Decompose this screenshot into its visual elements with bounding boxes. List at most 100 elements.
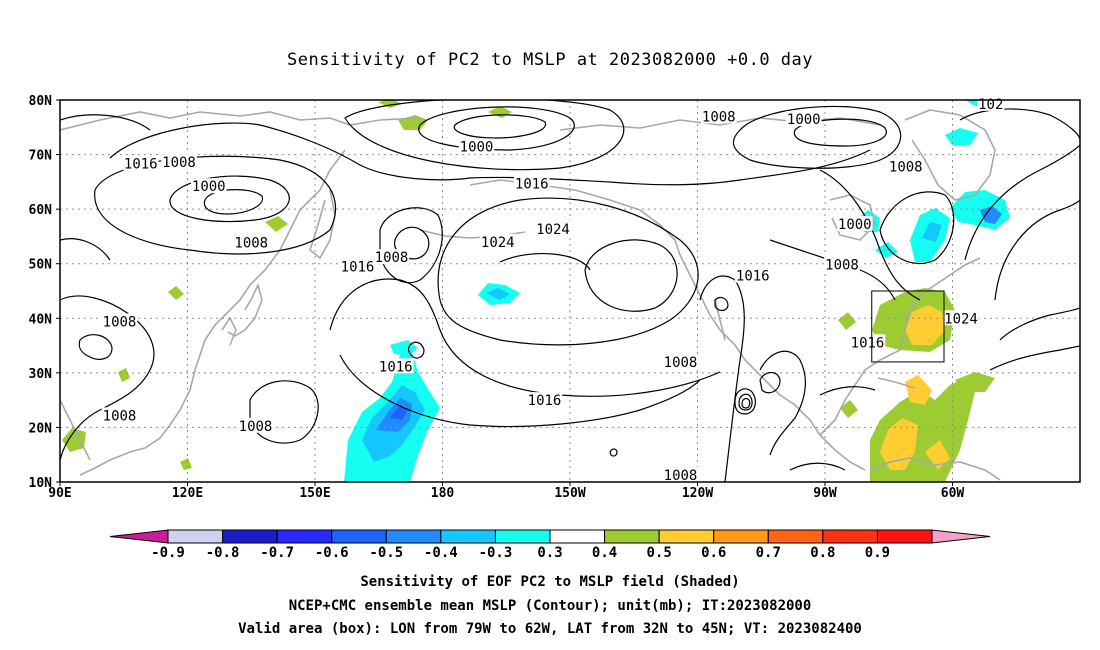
isobar-label: 1016 bbox=[528, 393, 562, 409]
isobar-label: 1000 bbox=[192, 179, 226, 195]
contour-1016-gulf bbox=[819, 386, 876, 396]
coast-kamchatka bbox=[309, 189, 336, 260]
isobar-label: 1024 bbox=[944, 311, 978, 327]
isobar-label: 1008 bbox=[103, 408, 137, 424]
isobar-label: 1008 bbox=[234, 235, 268, 251]
colorbar-label: 0.8 bbox=[810, 545, 835, 561]
isobar-label: 1008 bbox=[702, 109, 736, 125]
colorbar bbox=[109, 529, 991, 544]
colorbar-low-cap bbox=[109, 529, 169, 544]
coast-central-america bbox=[819, 434, 866, 471]
contour-1016-central-pacific-loop bbox=[408, 341, 425, 359]
contour-1016-pacific-arc bbox=[109, 122, 871, 186]
colorbar-label: -0.4 bbox=[424, 545, 458, 561]
caption-shading: Sensitivity of EOF PC2 to MSLP field (Sh… bbox=[360, 574, 740, 590]
contour-hurricane-3 bbox=[741, 398, 751, 409]
coast-japan bbox=[227, 282, 263, 337]
isobar-label-bg bbox=[535, 220, 571, 236]
isobar-label: 1008 bbox=[239, 419, 273, 435]
contour-1008-greenland bbox=[959, 108, 1080, 141]
contour-1024-pacific-high bbox=[584, 239, 678, 312]
contour-1016-atlantic bbox=[769, 239, 896, 301]
colorbar-label: 0.4 bbox=[592, 545, 617, 561]
contour-1000-siberia-inner bbox=[203, 189, 263, 215]
colorbar-label: 0.3 bbox=[537, 545, 562, 561]
isobar-label-bg bbox=[377, 358, 414, 374]
lat-tick-label: 20N bbox=[29, 421, 53, 436]
isobar-label: 1000 bbox=[787, 112, 821, 128]
coast-alaska bbox=[469, 179, 681, 256]
contour-1008-east-pacific bbox=[759, 350, 807, 456]
lon-tick-label: 180 bbox=[431, 486, 455, 501]
isobar-label: 1024 bbox=[536, 222, 570, 238]
positive-core-caribbean3 bbox=[925, 440, 950, 470]
isobar-label: 1024 bbox=[481, 235, 515, 251]
colorbar-swatch bbox=[604, 529, 660, 544]
lon-tick-label: 150W bbox=[554, 486, 585, 501]
colorbar-label: -0.7 bbox=[260, 545, 294, 561]
contour-1008-island-ring bbox=[714, 296, 729, 312]
lat-tick-label: 80N bbox=[29, 94, 53, 109]
contour-1000-labrador bbox=[879, 191, 955, 265]
longitude-axis: 90E 120E 150E 180 150W 120W 90W 60W bbox=[48, 486, 964, 501]
isobar-label-bg bbox=[339, 258, 376, 274]
colorbar-high-cap bbox=[931, 529, 991, 544]
valid-area-box bbox=[871, 290, 945, 363]
isobar-label-bg bbox=[824, 256, 860, 272]
colorbar-label: -0.8 bbox=[206, 545, 240, 561]
contour-1016-lower bbox=[339, 354, 701, 428]
positive-patch-philippines bbox=[180, 458, 192, 470]
colorbar-label: 0.7 bbox=[756, 545, 781, 561]
isobar-label: 102 bbox=[978, 97, 1003, 113]
coast-arctic-canada bbox=[559, 117, 881, 131]
colorbar-labels: -0.9 -0.8 -0.7 -0.6 -0.5 -0.4 -0.3 0.3 0.4 0.5 0.6… bbox=[151, 545, 890, 561]
colorbar-swatch bbox=[767, 529, 824, 544]
isobar-label-bg bbox=[734, 267, 771, 283]
positive-core-caribbean bbox=[880, 418, 918, 470]
caption-contour: NCEP+CMC ensemble mean MSLP (Contour); u… bbox=[288, 598, 812, 614]
positive-patch-arctic-siberia bbox=[378, 100, 402, 108]
contour-1008-arctic-outer bbox=[344, 100, 625, 171]
isobar-label: 1008 bbox=[162, 155, 196, 171]
isobar-label: 1008 bbox=[825, 257, 859, 273]
coastlines bbox=[60, 109, 1001, 481]
isobar-label-bg bbox=[700, 108, 737, 124]
isobar-label-bg bbox=[122, 155, 159, 171]
colorbar-swatch bbox=[276, 529, 333, 544]
contour-hurricane-1 bbox=[734, 388, 756, 415]
isobar-label-bg bbox=[943, 310, 979, 326]
colorbar-label: 0.6 bbox=[701, 545, 726, 561]
contour-1016-subtropical bbox=[329, 278, 721, 397]
positive-patch-okhotsk bbox=[265, 216, 288, 232]
negative-patch-arctic bbox=[945, 128, 978, 145]
isobar-label: 1008 bbox=[664, 355, 698, 371]
caption-valid-area: Valid area (box): LON from 79W to 62W, L… bbox=[238, 621, 862, 637]
positive-patch-indochina bbox=[62, 428, 86, 452]
isobar-label: 1008 bbox=[103, 315, 137, 331]
contour-1008-arctic-canada bbox=[732, 105, 902, 169]
contour-1024-atlantic-high bbox=[994, 199, 1080, 301]
contour-1008-china-inner bbox=[78, 334, 113, 360]
coast-baja bbox=[714, 299, 726, 341]
lon-tick-label: 90E bbox=[48, 486, 71, 501]
isobar-label-bg bbox=[161, 154, 197, 170]
contour-1008-southeast bbox=[789, 462, 846, 471]
positive-patch-india-north bbox=[118, 368, 130, 382]
isobar-label-bg bbox=[849, 334, 886, 350]
positive-core-east-us bbox=[905, 305, 945, 345]
coast-north-america-west bbox=[679, 254, 821, 436]
coast-siberia-north bbox=[60, 111, 421, 131]
isobar-label-bg bbox=[479, 233, 516, 249]
contour-1008-arctic-west bbox=[60, 114, 151, 131]
contour-1008-kamchatka-low bbox=[379, 207, 443, 284]
contour-1008-canada-trough bbox=[819, 169, 921, 301]
coast-greenland bbox=[904, 109, 996, 201]
positive-patch-nw-atlantic-coast bbox=[838, 312, 856, 330]
negative-core3-central-pacific bbox=[390, 405, 408, 420]
axis-ticks bbox=[56, 99, 953, 486]
latitude-axis: 80N 70N 60N 50N 40N 30N 20N 10N bbox=[29, 94, 53, 491]
contour-1016-atlantic-low bbox=[989, 345, 1080, 371]
isobar-label-bg bbox=[458, 138, 495, 154]
contour-1008-tropical-pacific bbox=[699, 275, 745, 482]
isobar-label-bg bbox=[662, 353, 699, 369]
